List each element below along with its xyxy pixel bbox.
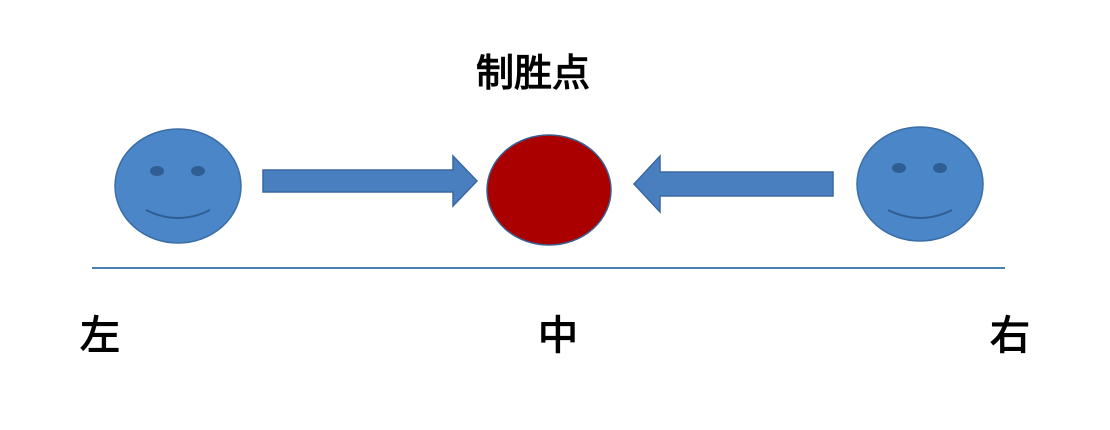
left-face-mouth bbox=[145, 209, 211, 219]
right-face-eye-left bbox=[892, 163, 906, 173]
left-smiley-face-icon bbox=[114, 128, 242, 244]
left-arrow-icon bbox=[262, 154, 479, 208]
left-face-eye-left bbox=[150, 166, 164, 176]
right-face-eye-right bbox=[933, 163, 947, 173]
left-face-circle bbox=[114, 128, 242, 244]
target-circle bbox=[486, 134, 612, 246]
right-face-circle bbox=[856, 126, 984, 242]
right-face-mouth bbox=[887, 209, 953, 219]
label-center: 中 bbox=[538, 313, 578, 359]
diagram-title: 制胜点 bbox=[476, 51, 591, 95]
label-right: 右 bbox=[990, 313, 1030, 359]
label-left: 左 bbox=[80, 313, 120, 359]
left-face-eye-right bbox=[191, 166, 205, 176]
right-arrow-icon bbox=[632, 154, 834, 214]
right-smiley-face-icon bbox=[856, 126, 984, 242]
